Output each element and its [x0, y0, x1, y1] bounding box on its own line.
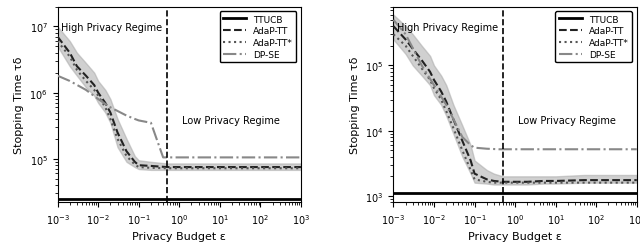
Text: Low Privacy Regime: Low Privacy Regime [518, 116, 616, 126]
Y-axis label: Stopping Time τδ: Stopping Time τδ [14, 56, 24, 154]
Y-axis label: Stopping Time τδ: Stopping Time τδ [349, 56, 360, 154]
Text: High Privacy Regime: High Privacy Regime [397, 23, 498, 33]
Text: High Privacy Regime: High Privacy Regime [61, 23, 162, 33]
X-axis label: Privacy Budget ε: Privacy Budget ε [468, 232, 562, 241]
X-axis label: Privacy Budget ε: Privacy Budget ε [132, 232, 226, 241]
Text: Low Privacy Regime: Low Privacy Regime [182, 116, 280, 126]
Legend: TTUCB, AdaP-TT, AdaP-TT*, DP-SE: TTUCB, AdaP-TT, AdaP-TT*, DP-SE [556, 12, 632, 63]
Legend: TTUCB, AdaP-TT, AdaP-TT*, DP-SE: TTUCB, AdaP-TT, AdaP-TT*, DP-SE [220, 12, 296, 63]
